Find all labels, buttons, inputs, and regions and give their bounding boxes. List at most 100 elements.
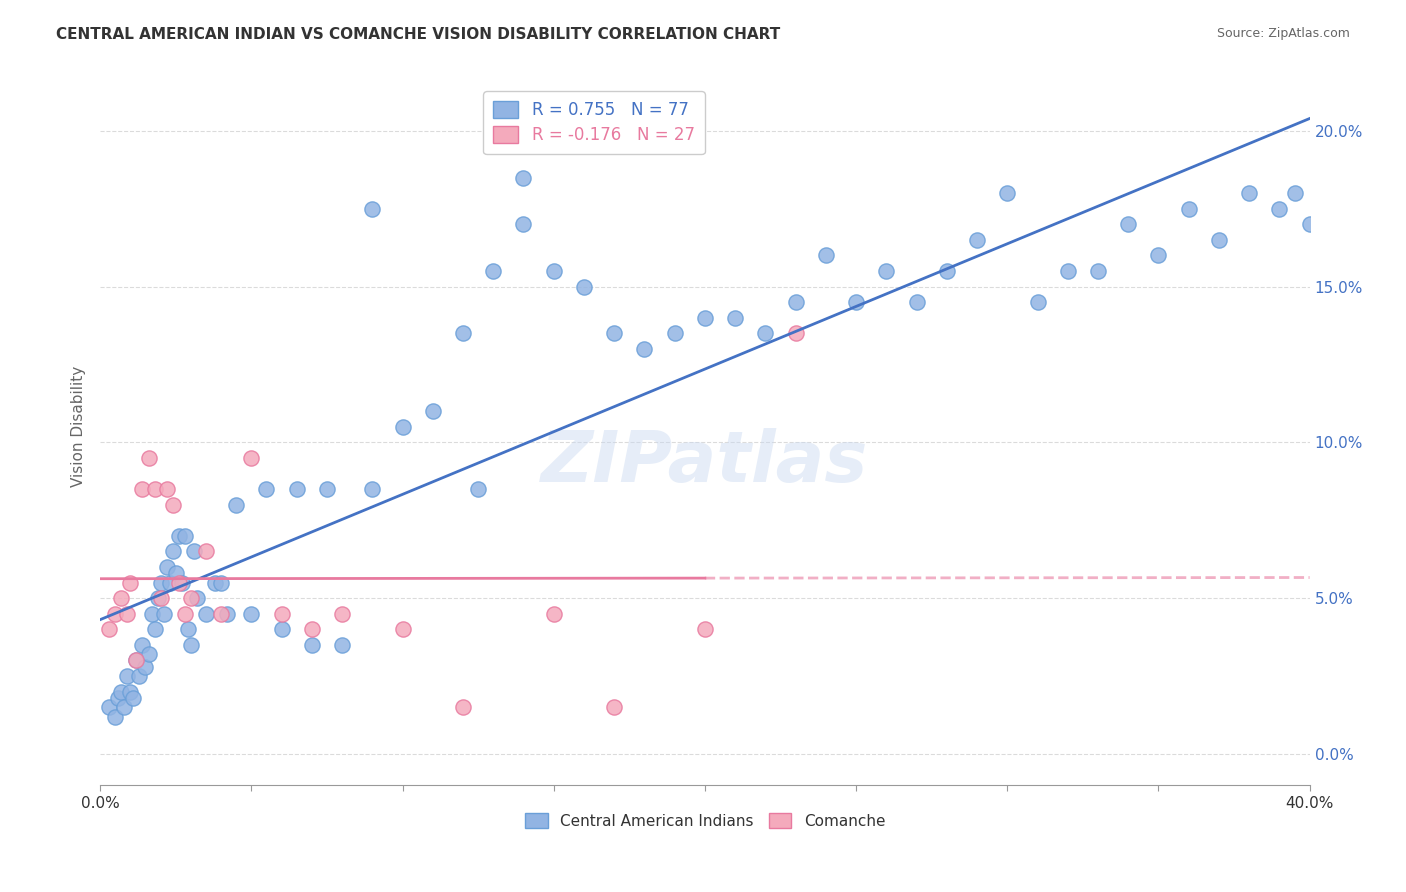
Point xyxy=(1298,217,1320,231)
Point xyxy=(301,638,323,652)
Point xyxy=(482,264,505,278)
Point xyxy=(693,623,716,637)
Point xyxy=(995,186,1018,201)
Point xyxy=(240,607,263,621)
Point xyxy=(361,202,384,216)
Point xyxy=(194,607,217,621)
Point xyxy=(217,607,239,621)
Point xyxy=(603,700,626,714)
Point xyxy=(664,326,686,341)
Point xyxy=(125,653,148,667)
Point xyxy=(131,482,153,496)
Point xyxy=(186,591,208,606)
Point xyxy=(149,575,172,590)
Point xyxy=(391,623,413,637)
Point xyxy=(512,170,534,185)
Point xyxy=(149,591,172,606)
Point xyxy=(512,217,534,231)
Point xyxy=(845,295,868,310)
Point xyxy=(134,659,156,673)
Point xyxy=(170,575,193,590)
Point xyxy=(159,575,181,590)
Point xyxy=(120,684,142,698)
Point xyxy=(285,482,308,496)
Point xyxy=(122,690,145,705)
Point xyxy=(754,326,776,341)
Point xyxy=(162,498,184,512)
Point xyxy=(785,326,807,341)
Point xyxy=(180,591,202,606)
Point xyxy=(128,669,150,683)
Point xyxy=(330,638,353,652)
Point xyxy=(785,295,807,310)
Point xyxy=(125,653,148,667)
Point xyxy=(1237,186,1260,201)
Point xyxy=(156,482,179,496)
Point xyxy=(451,700,474,714)
Text: CENTRAL AMERICAN INDIAN VS COMANCHE VISION DISABILITY CORRELATION CHART: CENTRAL AMERICAN INDIAN VS COMANCHE VISI… xyxy=(56,27,780,42)
Point xyxy=(117,669,139,683)
Y-axis label: Vision Disability: Vision Disability xyxy=(72,367,86,487)
Legend: Central American Indians, Comanche: Central American Indians, Comanche xyxy=(519,806,891,835)
Point xyxy=(104,607,127,621)
Point xyxy=(270,607,292,621)
Point xyxy=(141,607,163,621)
Point xyxy=(1087,264,1109,278)
Point xyxy=(104,709,127,723)
Point xyxy=(209,575,232,590)
Point xyxy=(1147,248,1170,262)
Point xyxy=(1208,233,1230,247)
Point xyxy=(162,544,184,558)
Point xyxy=(120,575,142,590)
Point xyxy=(225,498,247,512)
Point xyxy=(724,310,747,325)
Text: Source: ZipAtlas.com: Source: ZipAtlas.com xyxy=(1216,27,1350,40)
Point xyxy=(966,233,988,247)
Point xyxy=(183,544,205,558)
Point xyxy=(1026,295,1049,310)
Point xyxy=(543,607,565,621)
Point xyxy=(467,482,489,496)
Point xyxy=(693,310,716,325)
Point xyxy=(138,450,160,465)
Point xyxy=(146,591,169,606)
Point xyxy=(330,607,353,621)
Point xyxy=(110,591,132,606)
Point xyxy=(543,264,565,278)
Point xyxy=(814,248,837,262)
Point xyxy=(156,560,179,574)
Point xyxy=(422,404,444,418)
Point xyxy=(143,482,166,496)
Point xyxy=(98,700,121,714)
Point xyxy=(1268,202,1291,216)
Point xyxy=(204,575,226,590)
Point xyxy=(143,623,166,637)
Point xyxy=(177,623,200,637)
Point xyxy=(112,700,135,714)
Point xyxy=(107,690,129,705)
Point xyxy=(1177,202,1199,216)
Point xyxy=(152,607,174,621)
Point xyxy=(451,326,474,341)
Point xyxy=(572,279,595,293)
Point xyxy=(391,419,413,434)
Point xyxy=(110,684,132,698)
Point xyxy=(270,623,292,637)
Point xyxy=(875,264,897,278)
Point xyxy=(167,529,190,543)
Point xyxy=(301,623,323,637)
Point xyxy=(240,450,263,465)
Point xyxy=(165,566,187,581)
Point xyxy=(316,482,339,496)
Point xyxy=(180,638,202,652)
Point xyxy=(173,607,195,621)
Point xyxy=(131,638,153,652)
Point xyxy=(935,264,957,278)
Point xyxy=(603,326,626,341)
Point xyxy=(633,342,655,356)
Point xyxy=(209,607,232,621)
Point xyxy=(256,482,278,496)
Point xyxy=(98,623,121,637)
Point xyxy=(173,529,195,543)
Text: ZIPatlas: ZIPatlas xyxy=(541,428,869,497)
